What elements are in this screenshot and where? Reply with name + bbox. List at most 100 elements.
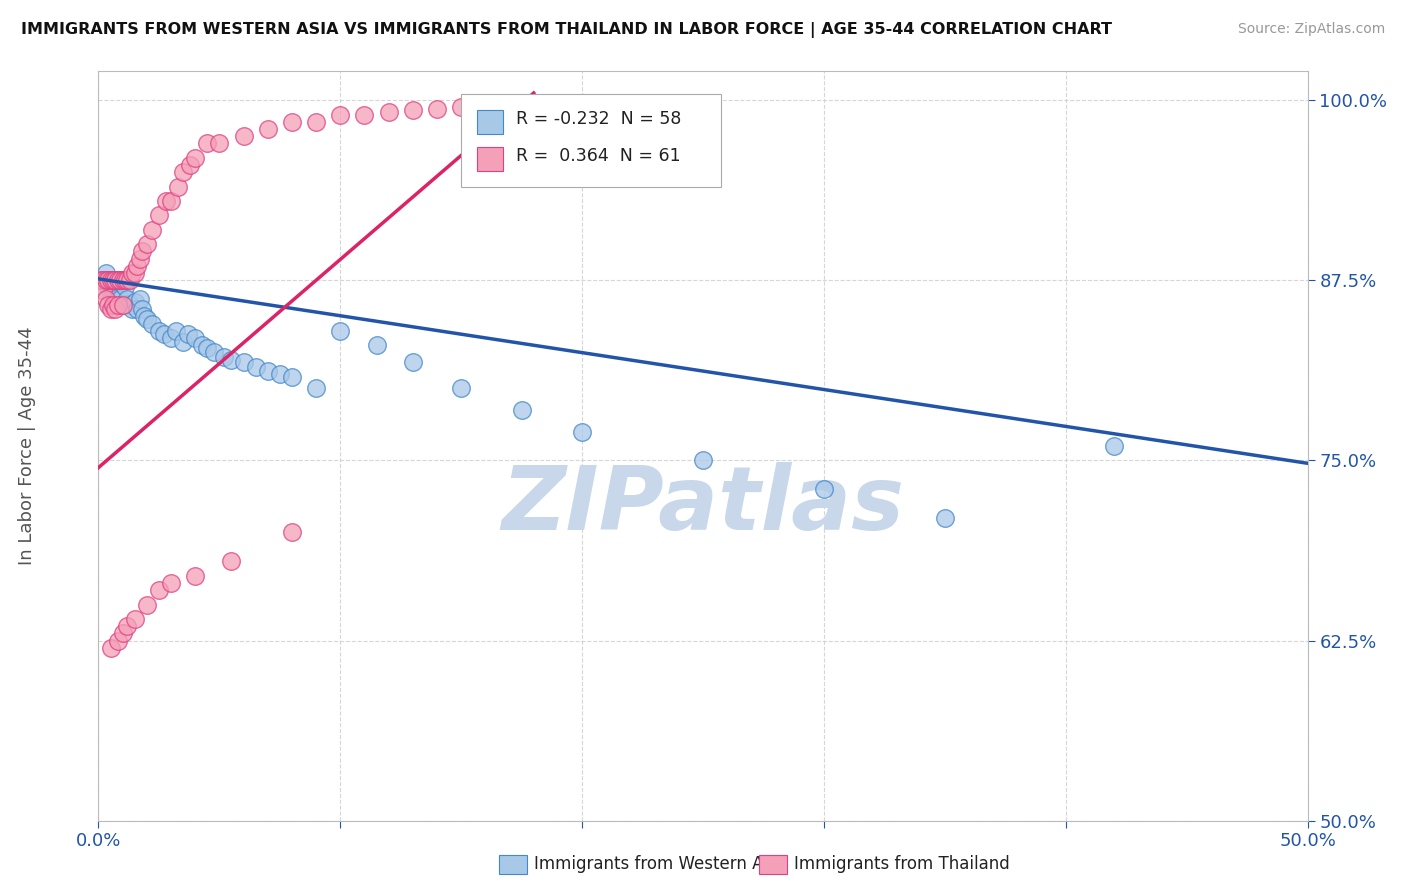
Point bbox=[100, 640, 122, 655]
Point bbox=[184, 151, 207, 165]
Point bbox=[195, 341, 218, 355]
Point bbox=[100, 273, 122, 287]
Point bbox=[172, 335, 194, 350]
Point bbox=[305, 115, 328, 129]
Point bbox=[107, 298, 129, 312]
Point bbox=[104, 292, 127, 306]
Point bbox=[184, 568, 207, 582]
Point bbox=[152, 326, 174, 341]
Point bbox=[195, 136, 218, 151]
Y-axis label: In Labor Force | Age 35-44: In Labor Force | Age 35-44 bbox=[18, 326, 37, 566]
Point bbox=[281, 525, 304, 540]
Point bbox=[245, 359, 267, 374]
Point bbox=[160, 331, 183, 345]
Text: Immigrants from Thailand: Immigrants from Thailand bbox=[794, 855, 1010, 873]
Point bbox=[114, 273, 136, 287]
Point bbox=[100, 302, 122, 317]
Point bbox=[117, 273, 139, 287]
Point bbox=[107, 273, 129, 287]
Point bbox=[101, 284, 124, 298]
Point bbox=[131, 302, 153, 317]
Point bbox=[184, 331, 207, 345]
Point bbox=[498, 99, 520, 113]
Point bbox=[107, 298, 129, 312]
Point bbox=[256, 364, 278, 378]
Text: ZIPatlas: ZIPatlas bbox=[502, 462, 904, 549]
Point bbox=[94, 266, 117, 280]
Point bbox=[111, 626, 134, 640]
Point bbox=[510, 403, 533, 417]
Point bbox=[179, 158, 201, 172]
Point bbox=[177, 326, 200, 341]
FancyBboxPatch shape bbox=[477, 110, 503, 134]
Point bbox=[111, 298, 134, 312]
Point bbox=[204, 345, 226, 359]
Point bbox=[165, 324, 187, 338]
Text: R =  0.364  N = 61: R = 0.364 N = 61 bbox=[516, 147, 681, 165]
Text: IMMIGRANTS FROM WESTERN ASIA VS IMMIGRANTS FROM THAILAND IN LABOR FORCE | AGE 35: IMMIGRANTS FROM WESTERN ASIA VS IMMIGRAN… bbox=[21, 22, 1112, 38]
Point bbox=[104, 302, 127, 317]
Point bbox=[148, 583, 170, 598]
Point bbox=[934, 511, 956, 525]
Point bbox=[121, 302, 143, 317]
Point bbox=[148, 324, 170, 338]
FancyBboxPatch shape bbox=[477, 147, 503, 171]
Point bbox=[281, 115, 304, 129]
Point bbox=[167, 179, 190, 194]
Point bbox=[426, 102, 449, 116]
Point bbox=[402, 103, 425, 118]
Point bbox=[450, 381, 472, 395]
Point bbox=[141, 317, 163, 331]
Point bbox=[813, 482, 835, 496]
Point bbox=[148, 209, 170, 223]
Text: R = -0.232  N = 58: R = -0.232 N = 58 bbox=[516, 110, 681, 128]
Point bbox=[377, 104, 399, 119]
Point bbox=[329, 324, 352, 338]
Point bbox=[160, 575, 183, 590]
Point bbox=[134, 310, 156, 324]
Point bbox=[232, 355, 254, 369]
Point bbox=[127, 259, 149, 273]
Point bbox=[256, 122, 278, 136]
Point bbox=[108, 273, 131, 287]
Point bbox=[101, 273, 124, 287]
Point bbox=[94, 273, 117, 287]
Point bbox=[135, 237, 157, 252]
Point bbox=[101, 273, 124, 287]
Point bbox=[547, 97, 569, 112]
Point bbox=[108, 292, 131, 306]
Point bbox=[111, 273, 134, 287]
Point bbox=[124, 612, 146, 626]
Point bbox=[101, 298, 124, 312]
Point bbox=[172, 165, 194, 179]
Point bbox=[104, 273, 127, 287]
Point bbox=[160, 194, 183, 208]
Point bbox=[108, 273, 131, 287]
Point bbox=[208, 136, 231, 151]
FancyBboxPatch shape bbox=[461, 94, 721, 187]
Point bbox=[353, 107, 375, 121]
Point bbox=[212, 350, 235, 364]
Point bbox=[221, 554, 243, 568]
Point bbox=[100, 280, 122, 294]
Point bbox=[127, 302, 149, 317]
Point bbox=[131, 244, 153, 259]
Point bbox=[155, 194, 177, 208]
Point bbox=[111, 273, 134, 287]
Point bbox=[232, 129, 254, 144]
Point bbox=[90, 273, 112, 287]
Point bbox=[100, 287, 122, 301]
Point bbox=[128, 252, 150, 266]
Point bbox=[450, 100, 472, 114]
Point bbox=[221, 352, 243, 367]
Point bbox=[91, 273, 114, 287]
Point bbox=[692, 453, 714, 467]
Point bbox=[97, 273, 120, 287]
Point bbox=[571, 425, 593, 439]
Point bbox=[402, 355, 425, 369]
Point bbox=[191, 338, 214, 352]
Point bbox=[107, 273, 129, 287]
Point bbox=[90, 273, 112, 287]
Point bbox=[107, 633, 129, 648]
Point bbox=[97, 280, 120, 294]
